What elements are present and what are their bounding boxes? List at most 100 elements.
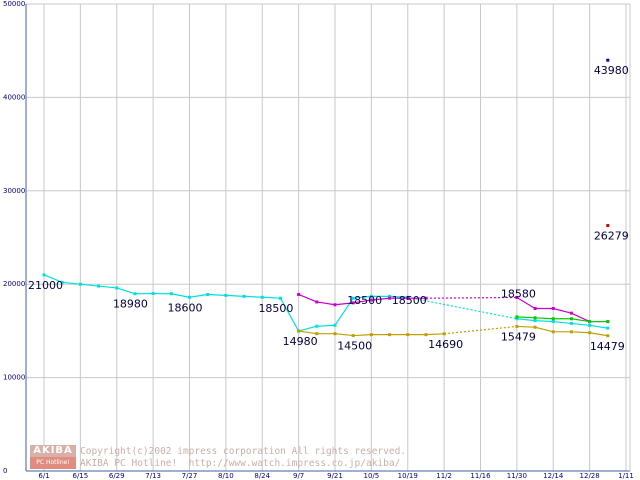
series-3-point <box>533 325 537 329</box>
series-1-segment <box>407 296 517 320</box>
series-2-segment <box>316 301 336 306</box>
series-3-segment <box>298 330 317 335</box>
series-6-point <box>606 224 610 228</box>
x-tick-label: 11/16 <box>470 472 491 480</box>
y-tick-label: 40000 <box>3 93 25 101</box>
series-2-point <box>424 296 428 300</box>
series-3-point <box>351 334 355 338</box>
series-1-segment <box>516 318 536 322</box>
url-line: AKIBA PC Hotline! http://www.watch.impre… <box>80 458 401 469</box>
series-1-point <box>115 286 119 290</box>
series-2-segment <box>334 302 354 306</box>
series-1-point <box>551 320 555 324</box>
data-label: 21000 <box>28 279 63 292</box>
data-label: 14479 <box>590 340 625 353</box>
series-2-segment <box>371 297 390 301</box>
x-tick-label: 8/10 <box>218 472 234 480</box>
series-3-point <box>406 333 410 337</box>
series-3-point <box>551 330 555 334</box>
series-2-segment <box>353 299 372 304</box>
y-tick-label: 0 <box>3 467 7 475</box>
x-tick-label: 10/19 <box>398 472 418 480</box>
series-3-point <box>369 333 373 337</box>
x-tick-label: 6/15 <box>73 472 89 480</box>
series-1-point <box>569 321 573 325</box>
series-1-segment <box>207 293 226 297</box>
series-2-segment <box>553 307 572 314</box>
y-tick-label: 20000 <box>3 280 25 288</box>
series-3-point <box>333 332 337 336</box>
data-label: 43980 <box>594 64 629 77</box>
series-3-point <box>315 332 319 336</box>
series-lines <box>42 58 610 338</box>
series-1-segment <box>353 295 372 299</box>
series-1-segment <box>116 287 136 295</box>
y-tick-label: 10000 <box>3 374 25 382</box>
x-tick-label: 12/14 <box>543 472 564 480</box>
data-label: 26279 <box>594 230 629 243</box>
series-1-segment <box>571 322 590 326</box>
series-1-segment <box>298 325 317 332</box>
series-1-point <box>369 294 373 298</box>
series-1-point <box>606 326 610 330</box>
series-3-point <box>588 331 592 335</box>
series-2-point <box>351 301 355 305</box>
x-tick-label: 9/21 <box>327 472 343 480</box>
series-1-segment <box>98 285 117 289</box>
series-3-segment <box>425 333 445 336</box>
y-axis-ticks: 0 10000 20000 30000 40000 50000 <box>3 0 25 475</box>
series-4-point <box>569 317 573 321</box>
series-3-segment <box>534 326 554 333</box>
series-4-segment <box>535 317 554 320</box>
series-3-segment <box>571 331 590 334</box>
series-1-segment <box>80 283 99 287</box>
series-1-segment <box>43 274 63 283</box>
data-labels: 21000 18980 18600 18500 14980 18500 14500 18500… <box>28 64 629 353</box>
series-1-segment <box>244 295 263 298</box>
series-1-segment <box>225 294 245 297</box>
series-1-segment <box>262 296 281 299</box>
series-3-point <box>442 332 446 336</box>
series-3-point <box>606 334 610 338</box>
series-1-point <box>242 294 246 298</box>
series-2-point <box>551 306 555 310</box>
series-2-segment <box>425 296 517 299</box>
series-2-segment <box>571 312 590 323</box>
series-1-point <box>42 273 46 277</box>
series-1-point <box>588 323 592 327</box>
series-2-segment <box>516 296 536 309</box>
y-tick-label: 30000 <box>3 187 25 195</box>
series-4-segment <box>516 316 536 319</box>
series-3-point <box>424 333 428 337</box>
data-label: 18980 <box>113 298 148 311</box>
axes <box>25 4 631 472</box>
series-2-point <box>406 296 410 300</box>
series-1-point <box>97 284 101 288</box>
series-1-segment <box>62 281 81 285</box>
series-2-point <box>297 292 301 296</box>
data-label: 14980 <box>283 335 318 348</box>
x-tick-label: 11/30 <box>507 472 527 480</box>
series-2-point <box>369 298 373 302</box>
akiba-logo: AKIBA PC Hotline! <box>30 445 76 469</box>
copyright-line: Copyright(c)2002 impress corporation All… <box>80 446 407 457</box>
series-4-point <box>533 316 537 320</box>
series-1-point <box>133 292 137 296</box>
series-3-segment <box>516 325 536 328</box>
grid-lines <box>26 3 630 472</box>
series-4-point <box>588 320 592 324</box>
logo-top-text: AKIBA <box>30 445 76 457</box>
series-2-segment <box>298 293 318 303</box>
x-axis-ticks: 6/1 6/15 6/29 7/13 7/27 8/10 8/24 9/7 9/21 10/5 10… <box>38 472 634 480</box>
series-2-point <box>333 303 337 307</box>
x-tick-label: 7/13 <box>145 472 161 480</box>
series-2-point <box>533 306 537 310</box>
series-3-point <box>515 324 519 328</box>
series-1-point <box>60 280 64 284</box>
data-label: 14690 <box>428 338 463 351</box>
x-tick-label: 12/28 <box>580 472 600 480</box>
series-2-point <box>515 295 519 299</box>
series-1-segment <box>316 324 336 327</box>
series-1-point <box>78 282 82 286</box>
